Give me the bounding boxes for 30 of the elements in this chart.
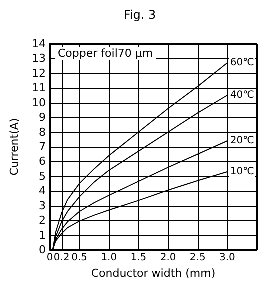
x-tick-label: 1.0 [101,252,118,264]
y-tick-label: 13 [32,52,46,66]
x-tick-label: 3.0 [219,252,236,264]
x-tick-label: 1.5 [130,252,147,264]
y-tick-label: 11 [32,82,46,95]
x-tick-label: 2.0 [160,252,176,264]
y-tick-label: 5 [39,170,46,183]
y-axis-title: Current(A) [8,118,21,176]
y-tick-label: 1 [39,228,46,242]
x-tick-label: 2.5 [190,252,206,264]
y-tick-label: 14 [32,38,46,50]
series-label: 60℃ [230,58,254,69]
x-tick-label: 0 [46,252,54,264]
y-tick-label: 6 [39,155,46,168]
y-tick-label: 3 [39,199,46,212]
y-tick-label: 2 [39,214,46,228]
annotation: Copper foil70 μm [58,47,154,60]
series-label: 40℃ [230,90,254,101]
x-tick-label: 0.5 [72,252,88,264]
x-tick-label: 0.2 [54,252,70,264]
y-tick-label: 4 [39,184,46,198]
series-label: 20℃ [230,136,254,147]
y-tick-label: 9 [39,111,46,124]
y-tick-label: 7 [39,140,46,154]
y-tick-label: 8 [39,126,46,139]
chart-title: Fig. 3 [124,8,156,22]
y-tick-label: 12 [32,66,46,80]
series-label: 10℃ [230,166,254,178]
y-tick-label: 10 [32,96,46,110]
x-axis-title: Conductor width (mm) [91,266,216,280]
